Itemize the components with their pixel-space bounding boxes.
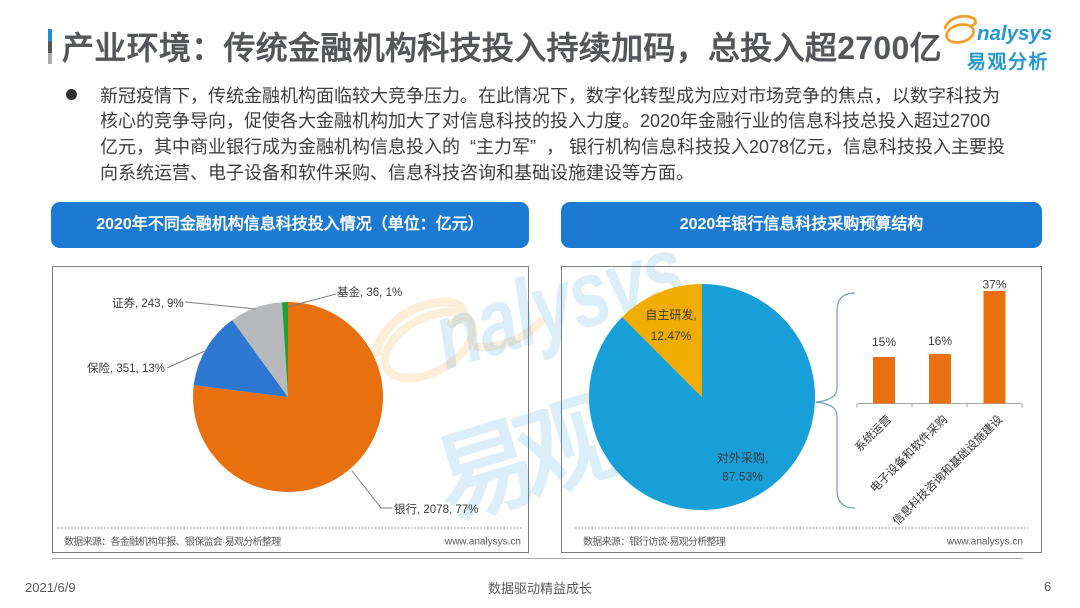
svg-text:15%: 15% <box>872 335 896 349</box>
svg-text:www.analysys.cn: www.analysys.cn <box>444 537 521 548</box>
svg-text:银行, 2078, 77%: 银行, 2078, 77% <box>394 502 478 516</box>
svg-text:基金, 36, 1%: 基金, 36, 1% <box>337 285 402 299</box>
svg-text:信息科技咨询和基础设施建设: 信息科技咨询和基础设施建设 <box>890 412 1006 528</box>
svg-text:对外采购,: 对外采购, <box>717 450 768 465</box>
svg-text:16%: 16% <box>928 334 952 348</box>
svg-text:数据来源：各金融机构年报、银保监会·易观分析整理: 数据来源：各金融机构年报、银保监会·易观分析整理 <box>64 535 281 548</box>
svg-text:12.47%: 12.47% <box>651 329 692 343</box>
svg-text:系统运营: 系统运营 <box>852 412 894 454</box>
svg-text:87.53%: 87.53% <box>722 470 763 484</box>
svg-text:37%: 37% <box>982 278 1006 292</box>
svg-text:保险, 351, 13%: 保险, 351, 13% <box>87 361 165 375</box>
svg-text:数据来源：银行访谈·易观分析整理: 数据来源：银行访谈·易观分析整理 <box>583 535 726 548</box>
svg-text:证券, 243, 9%: 证券, 243, 9% <box>112 296 184 310</box>
svg-text:自主研发,: 自主研发, <box>645 307 696 322</box>
svg-text:www.analysys.cn: www.analysys.cn <box>946 537 1023 548</box>
